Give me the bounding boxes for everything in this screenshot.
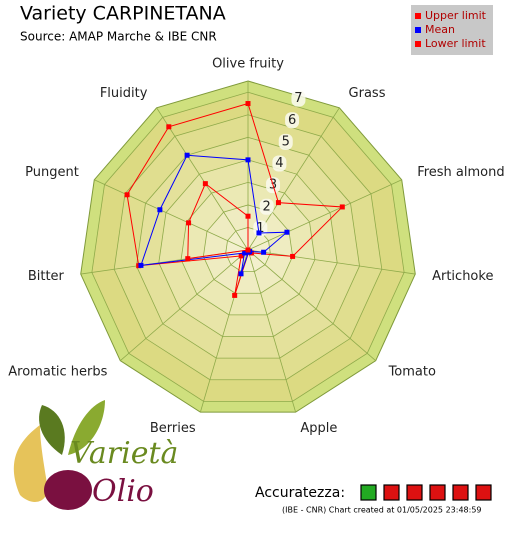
logo-leaf: [68, 400, 105, 455]
series-line: [140, 154, 289, 274]
legend-swatch: [415, 13, 421, 19]
legend-swatch: [415, 41, 421, 47]
series-point: [157, 207, 163, 213]
series-point: [245, 101, 251, 107]
series-point: [245, 213, 251, 219]
series-point: [238, 271, 244, 277]
axis-label: Bitter: [28, 269, 65, 284]
accuracy-box: [383, 484, 400, 501]
series-point: [166, 124, 172, 130]
logo-leaf: [39, 405, 65, 455]
logo-olive: [44, 470, 92, 510]
tick-label: 5: [282, 134, 290, 149]
tick-label-bg: [259, 198, 274, 215]
accuracy-box: [475, 484, 492, 501]
tick-label: 2: [263, 199, 271, 214]
axis-label: Tomato: [388, 364, 436, 379]
axis-label: Pungent: [25, 165, 79, 180]
accuracy-box: [360, 484, 377, 501]
axis-label: Fresh almond: [417, 165, 504, 180]
series-point: [242, 250, 248, 256]
axis-spoke: [200, 249, 249, 413]
legend-swatch: [415, 27, 421, 33]
logo-text: Varietà: [70, 436, 178, 471]
axis-label: Apple: [300, 421, 337, 436]
axis-label: Grass: [349, 86, 386, 101]
series-point: [202, 181, 208, 187]
axis-label: Berries: [150, 421, 196, 436]
axis-spoke: [247, 249, 416, 275]
series-point: [290, 253, 296, 259]
chart-title: Variety CARPINETANA: [20, 3, 226, 25]
axis-spoke: [247, 179, 402, 251]
series-point: [124, 192, 130, 198]
series-point: [185, 256, 191, 262]
axis-label: Artichoke: [432, 269, 493, 284]
axis-label: Aromatic herbs: [8, 364, 107, 379]
legend-label: Lower limit: [425, 37, 486, 50]
series-line: [187, 182, 249, 260]
tick-label-bg: [278, 133, 293, 150]
axis-spoke: [156, 107, 249, 251]
logo: Varietà Olio: [13, 400, 178, 510]
series-point: [284, 229, 290, 235]
axis-label: Fluidity: [100, 86, 148, 101]
series-point: [245, 247, 251, 253]
series-point: [138, 262, 144, 268]
chart-subtitle: Source: AMAP Marche & IBE CNR: [20, 30, 217, 44]
axis-label: Olive fruity: [212, 57, 284, 72]
axis-spoke: [94, 179, 249, 251]
axis-spoke: [247, 249, 296, 413]
accuracy-box: [452, 484, 469, 501]
series-point: [238, 253, 244, 259]
legend-box: [411, 5, 493, 55]
legend-label: Mean: [425, 23, 455, 36]
accuracy-label: Accuratezza:: [255, 485, 345, 501]
footer: (IBE - CNR) Chart created at 01/05/2025 …: [282, 506, 482, 515]
accuracy-box: [406, 484, 423, 501]
tick-label-bg: [291, 90, 306, 107]
series-point: [256, 230, 262, 236]
logo-text: Olio: [92, 474, 154, 509]
series-point: [275, 200, 281, 206]
logo-shape: [13, 425, 49, 502]
series-point: [245, 157, 251, 163]
tick-label: 4: [275, 156, 283, 171]
series-point: [184, 152, 190, 158]
axis-spoke: [120, 249, 249, 361]
tick-label-bg: [272, 155, 287, 172]
axis-spoke: [247, 249, 376, 361]
series-point: [339, 204, 345, 210]
tick-label-bg: [285, 112, 300, 129]
series-point: [261, 249, 267, 255]
accuracy-box: [429, 484, 446, 501]
series-point: [186, 220, 192, 226]
tick-label: 1: [256, 221, 264, 236]
tick-label: 6: [288, 113, 296, 128]
series-point: [232, 292, 238, 298]
legend-label: Upper limit: [425, 9, 487, 22]
tick-label: 7: [294, 91, 302, 106]
